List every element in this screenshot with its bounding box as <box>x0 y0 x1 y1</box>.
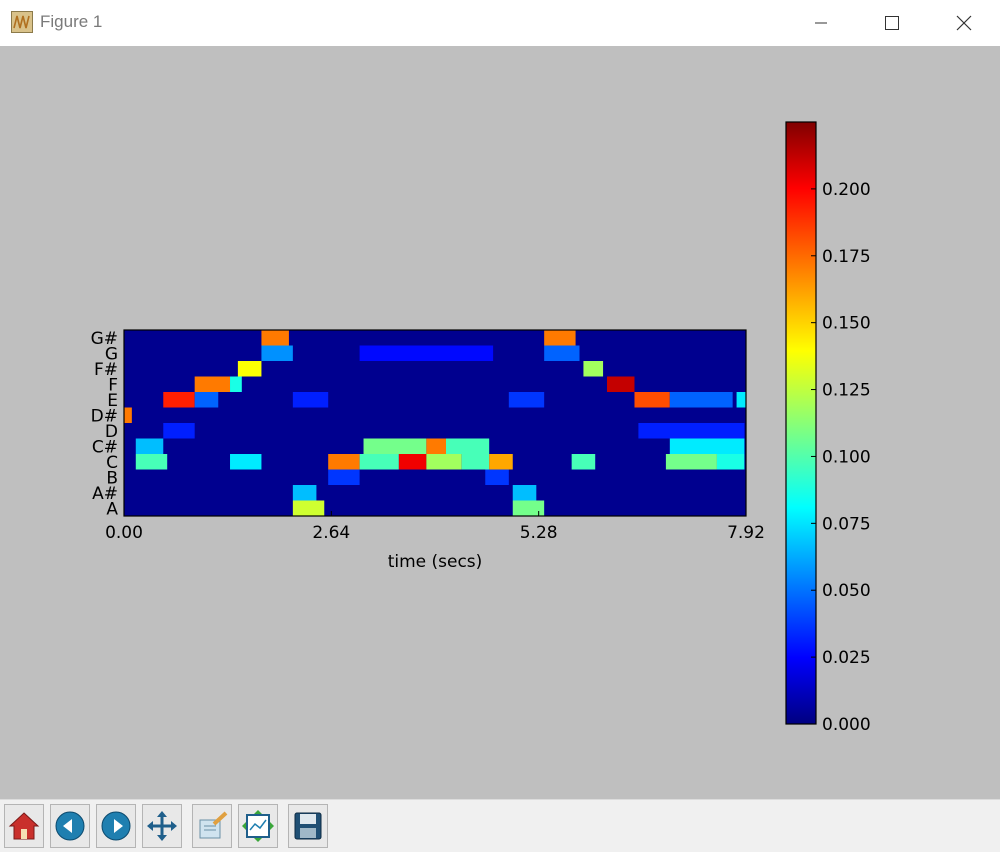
heatmap-cell <box>512 485 537 501</box>
heatmap-cell <box>359 454 399 470</box>
heatmap-cell <box>163 423 195 439</box>
y-tick-label: A <box>106 499 118 519</box>
y-tick-label: D <box>105 422 118 442</box>
y-tick-label: C# <box>92 437 118 457</box>
heatmap-cell <box>638 423 745 439</box>
heatmap-cell <box>426 438 446 454</box>
heatmap-cell <box>237 361 262 377</box>
colorbar-tick-label: 0.175 <box>822 247 871 267</box>
arrow-left-icon <box>55 811 85 841</box>
close-button[interactable] <box>941 0 987 46</box>
heatmap-cell <box>292 392 329 408</box>
heatmap-cell <box>359 345 494 361</box>
heatmap-cell <box>194 376 231 392</box>
heatmap-cell <box>544 330 576 346</box>
floppy-disk-icon <box>294 812 322 840</box>
close-icon <box>956 15 972 31</box>
arrow-right-icon <box>101 811 131 841</box>
minimize-button[interactable] <box>798 0 844 46</box>
heatmap-cell <box>124 407 132 423</box>
heatmap-cell <box>716 454 745 470</box>
heatmap-cell <box>292 500 325 516</box>
zoom-rect-icon <box>199 811 228 839</box>
heatmap-cell <box>426 454 462 470</box>
title-bar: Figure 1 <box>0 0 1000 46</box>
heatmap-cell <box>571 454 596 470</box>
x-tick-label: 2.64 <box>312 523 350 543</box>
colorbar-tick-label: 0.050 <box>822 581 871 601</box>
heatmap-cell <box>163 392 195 408</box>
heatmap-cell <box>736 392 746 408</box>
colorbar-tick-label: 0.075 <box>822 514 871 534</box>
colorbar-tick-label: 0.000 <box>822 715 871 735</box>
save-button[interactable] <box>288 804 328 848</box>
heatmap-cell <box>230 376 242 392</box>
y-tick-label: G# <box>91 329 118 349</box>
heatmap-cell <box>634 392 670 408</box>
heatmap-cell <box>669 392 733 408</box>
home-icon <box>8 812 40 840</box>
heatmap-cell <box>606 376 635 392</box>
subplots-icon <box>242 810 274 842</box>
maximize-button[interactable] <box>869 0 915 46</box>
colorbar-tick-label: 0.100 <box>822 447 871 467</box>
heatmap-cell <box>328 469 360 485</box>
window-title: Figure 1 <box>40 12 103 31</box>
x-tick-label: 5.28 <box>520 523 558 543</box>
y-tick-label: F# <box>94 360 118 380</box>
heatmap-cell <box>665 454 717 470</box>
heatmap-cell <box>583 361 604 377</box>
y-tick-label: F <box>108 375 118 395</box>
colorbar-tick-label: 0.125 <box>822 381 871 401</box>
heatmap-cell <box>261 330 289 346</box>
y-tick-label: C <box>106 453 118 473</box>
heatmap-cell <box>135 454 168 470</box>
heatmap-cell <box>489 454 513 470</box>
x-tick-label: 0.00 <box>105 523 143 543</box>
heatmap-cell <box>292 485 317 501</box>
y-tick-label: B <box>106 468 118 488</box>
x-axis-label: time (secs) <box>388 552 483 572</box>
colorbar-tick-label: 0.150 <box>822 314 871 334</box>
heatmap-cell <box>485 469 509 485</box>
home-button[interactable] <box>4 804 44 848</box>
app-icon <box>11 11 33 33</box>
heatmap-cell <box>328 454 360 470</box>
heatmap-cell <box>194 392 219 408</box>
back-button[interactable] <box>50 804 90 848</box>
x-tick-label: 7.92 <box>727 523 765 543</box>
zoom-button[interactable] <box>192 804 232 848</box>
heatmap-cell <box>135 438 164 454</box>
colorbar-tick-label: 0.025 <box>822 648 871 668</box>
configure-subplots-button[interactable] <box>238 804 278 848</box>
move-icon <box>147 811 177 841</box>
navigation-toolbar <box>0 799 1000 852</box>
heatmap-cell <box>230 454 262 470</box>
heatmap-cell <box>512 500 545 516</box>
y-tick-label: G <box>105 344 118 364</box>
heatmap-cell <box>544 345 580 361</box>
heatmap-cell <box>398 454 427 470</box>
colorbar <box>785 121 817 725</box>
chromagram-plot: AA#BCC#DD#EFF#GG# 0.00 2.64 5.28 7.92 time … <box>91 121 871 735</box>
pan-button[interactable] <box>142 804 182 848</box>
heatmap-cell <box>261 345 293 361</box>
heatmap-cell <box>445 438 490 454</box>
figure-canvas[interactable]: A A# B C C# D D# E F F# G G# 0.00 2.64 5.28 7.92 time … <box>0 46 1000 799</box>
colorbar-tick-label: 0.200 <box>822 180 871 200</box>
heatmap-cell <box>461 454 490 470</box>
maximize-icon <box>885 16 899 30</box>
y-tick-label: E <box>107 391 118 411</box>
heatmap-cell <box>363 438 427 454</box>
heatmap-cells <box>124 330 746 516</box>
heatmap-frame <box>123 329 747 517</box>
minimize-icon <box>815 22 827 24</box>
heatmap-cell <box>669 438 745 454</box>
y-tick-label: D# <box>91 406 118 426</box>
forward-button[interactable] <box>96 804 136 848</box>
y-tick-label: A# <box>92 484 118 504</box>
heatmap-cell <box>508 392 545 408</box>
